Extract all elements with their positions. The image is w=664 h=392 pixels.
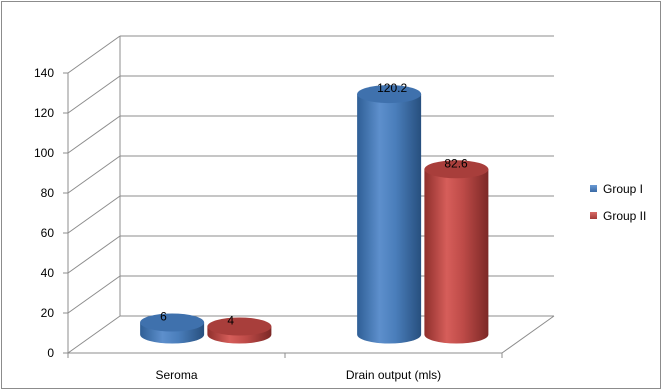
- bar-group-i: [357, 85, 422, 344]
- side-gridline: [67, 195, 121, 234]
- side-gridline: [67, 275, 121, 314]
- side-gridline: [67, 75, 121, 114]
- y-tick-label: 40: [41, 266, 55, 280]
- bar-group-ii: [207, 317, 272, 344]
- legend-swatch: [590, 185, 597, 192]
- axes: 0 20 40 60 80 100 120 140 Seroma Drain output (ml…: [34, 66, 503, 382]
- x-category-label: Seroma: [155, 368, 197, 382]
- side-gridline: [67, 115, 121, 154]
- data-label: 4: [227, 314, 234, 328]
- floor-edge: [501, 315, 555, 354]
- x-category-label: Drain output (mls): [346, 368, 441, 382]
- y-tick-label: 120: [34, 106, 54, 120]
- cylinder-top: [140, 313, 205, 332]
- side-gridline: [67, 315, 121, 354]
- data-labels: 6 4 120.2 82.6: [160, 81, 468, 327]
- data-label: 6: [160, 310, 167, 324]
- y-tick-label: 20: [41, 306, 55, 320]
- y-tick-label: 140: [34, 66, 54, 80]
- cylinder-top: [207, 317, 272, 336]
- legend-label: Group II: [603, 209, 646, 223]
- y-tick-label: 0: [47, 346, 54, 360]
- side-gridline: [67, 155, 121, 194]
- cylinder-top: [424, 160, 489, 179]
- side-gridline: [67, 35, 121, 74]
- y-tick-label: 60: [41, 226, 55, 240]
- bars: [140, 85, 489, 344]
- side-gridline: [67, 235, 121, 274]
- y-tick-label: 100: [34, 146, 54, 160]
- data-label: 120.2: [377, 81, 407, 95]
- cylinder-top: [357, 85, 422, 104]
- data-label: 82.6: [444, 156, 468, 170]
- legend-swatch: [590, 212, 597, 219]
- cylinder-body: [357, 94, 422, 344]
- legend: Group I Group II: [590, 182, 646, 223]
- legend-item: Group II: [590, 209, 646, 223]
- cylinder-body: [424, 169, 489, 344]
- bar-group-ii: [424, 160, 489, 344]
- legend-label: Group I: [603, 182, 643, 196]
- y-tick-label: 80: [41, 186, 55, 200]
- bar-group-i: [140, 313, 205, 344]
- legend-item: Group I: [590, 182, 643, 196]
